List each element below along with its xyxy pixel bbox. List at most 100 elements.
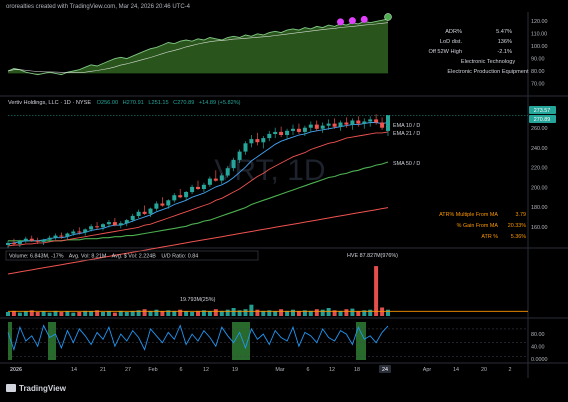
candle-body bbox=[77, 231, 82, 233]
ohlc-change: +14.89 (+5.82%) bbox=[199, 100, 241, 106]
x-axis-tick: 6 bbox=[180, 367, 183, 373]
volume-bar bbox=[136, 310, 141, 316]
volume-bar bbox=[154, 309, 159, 316]
symbol-interval: 1D bbox=[64, 100, 71, 106]
candle-body bbox=[338, 122, 343, 127]
candle-body bbox=[201, 184, 206, 189]
rs-fill bbox=[8, 19, 388, 75]
rs-axis-tick: 70.00 bbox=[531, 82, 545, 88]
candle-body bbox=[172, 195, 177, 201]
rs-last-dot bbox=[384, 13, 392, 21]
volume-bar bbox=[380, 307, 385, 316]
volume-bar bbox=[267, 310, 272, 316]
candle-body bbox=[35, 240, 40, 242]
x-axis-tick: 2026 bbox=[10, 367, 22, 373]
candle-body bbox=[326, 123, 331, 126]
ema10-line bbox=[7, 122, 389, 245]
candle-body bbox=[160, 203, 165, 206]
candle-body bbox=[112, 222, 117, 226]
volume-bar bbox=[65, 311, 70, 316]
created-by-text: ororealties created with TradingView.com… bbox=[6, 4, 191, 10]
candle-body bbox=[136, 211, 141, 216]
candle-body bbox=[279, 131, 284, 135]
candle-body bbox=[166, 200, 171, 206]
volume-bar bbox=[29, 310, 34, 316]
atr-pct-label: ATR % bbox=[481, 234, 498, 240]
price-axis-tick: 180.00 bbox=[531, 205, 548, 211]
candle-body bbox=[320, 125, 325, 129]
candle-body bbox=[213, 178, 218, 181]
candle-body bbox=[386, 115, 390, 131]
osc-zone-0 bbox=[8, 322, 12, 360]
candle-body bbox=[11, 242, 16, 244]
rs-new-high-dot-1 bbox=[348, 17, 356, 25]
candle-body bbox=[124, 220, 129, 224]
volume-bar bbox=[106, 311, 111, 316]
candle-body bbox=[59, 235, 64, 237]
hve-label: HVE 87.827M(976%) bbox=[347, 253, 398, 259]
symbol-name: Vertiv Holdings, LLC bbox=[8, 100, 59, 106]
price-axis-tick: 220.00 bbox=[531, 166, 548, 172]
candle-body bbox=[302, 127, 307, 132]
volume-bar bbox=[166, 310, 171, 316]
candle-body bbox=[362, 121, 367, 124]
price-axis-tick: 240.00 bbox=[531, 146, 548, 152]
candle-body bbox=[154, 203, 159, 209]
volume-bar bbox=[249, 304, 254, 316]
volume-bar bbox=[279, 309, 284, 316]
candle-body bbox=[344, 122, 349, 125]
candle-body bbox=[71, 231, 76, 234]
volume-bar bbox=[350, 308, 355, 316]
volume-bar bbox=[356, 311, 361, 316]
oscillator-line bbox=[7, 324, 389, 352]
rs-line bbox=[7, 18, 389, 76]
rs-ma-line bbox=[7, 22, 389, 73]
candle-body bbox=[332, 123, 337, 127]
volume-bar bbox=[95, 310, 100, 316]
rs-axis-tick: 120.00 bbox=[531, 19, 548, 25]
volume-bar bbox=[118, 310, 123, 316]
rs-axis: 120.00 110.00 100.00 90.00 80.00 70.00 bbox=[531, 19, 548, 88]
candle-body bbox=[118, 223, 123, 226]
volume-bar bbox=[368, 309, 373, 316]
volume-bar bbox=[71, 312, 76, 316]
volume-bar bbox=[35, 312, 40, 316]
volume-bar bbox=[237, 310, 242, 316]
candle-body bbox=[178, 195, 183, 198]
ud-ratio: U/D Ratio: 0.84 bbox=[161, 254, 198, 260]
candle-body bbox=[95, 226, 100, 228]
osc-axis-tick: 80.00 bbox=[531, 332, 545, 338]
volume-bar bbox=[207, 311, 212, 316]
candle-body bbox=[65, 233, 70, 237]
osc-axis-tick: 0.0000 bbox=[531, 357, 548, 363]
candle-body bbox=[380, 122, 385, 128]
volume-bar bbox=[213, 309, 218, 316]
osc-zone-2 bbox=[232, 322, 250, 360]
atr-multiple-value: 3.79 bbox=[516, 212, 527, 218]
volume-bar bbox=[362, 310, 367, 316]
ema21-line bbox=[7, 131, 389, 247]
candle-body bbox=[23, 238, 28, 241]
candle-body bbox=[350, 120, 355, 125]
candle-body bbox=[190, 186, 195, 193]
x-axis-tick: 12 bbox=[329, 367, 335, 373]
x-axis-tick: Apr bbox=[423, 367, 432, 373]
rs-axis-tick: 90.00 bbox=[531, 57, 545, 63]
rs-pane bbox=[7, 13, 392, 76]
x-axis-tick: 24 bbox=[382, 367, 388, 373]
rs-new-high-dot-2 bbox=[360, 15, 368, 23]
volume-bar bbox=[11, 310, 16, 316]
volume-bar bbox=[124, 312, 129, 316]
candle-body bbox=[148, 208, 153, 214]
volume-bar bbox=[190, 312, 195, 316]
volume-bar bbox=[231, 308, 236, 316]
volume-bar bbox=[374, 266, 379, 316]
x-axis-tick: 21 bbox=[100, 367, 106, 373]
volume-bar bbox=[178, 309, 183, 316]
candle-body bbox=[106, 222, 111, 225]
close-price-tag: 270.89 bbox=[534, 117, 551, 123]
gain-from-ma-value: 20.33% bbox=[508, 223, 526, 229]
volume-bar bbox=[47, 312, 52, 316]
volume-bar bbox=[273, 311, 278, 316]
ohlc-low: L251.15 bbox=[148, 100, 168, 106]
